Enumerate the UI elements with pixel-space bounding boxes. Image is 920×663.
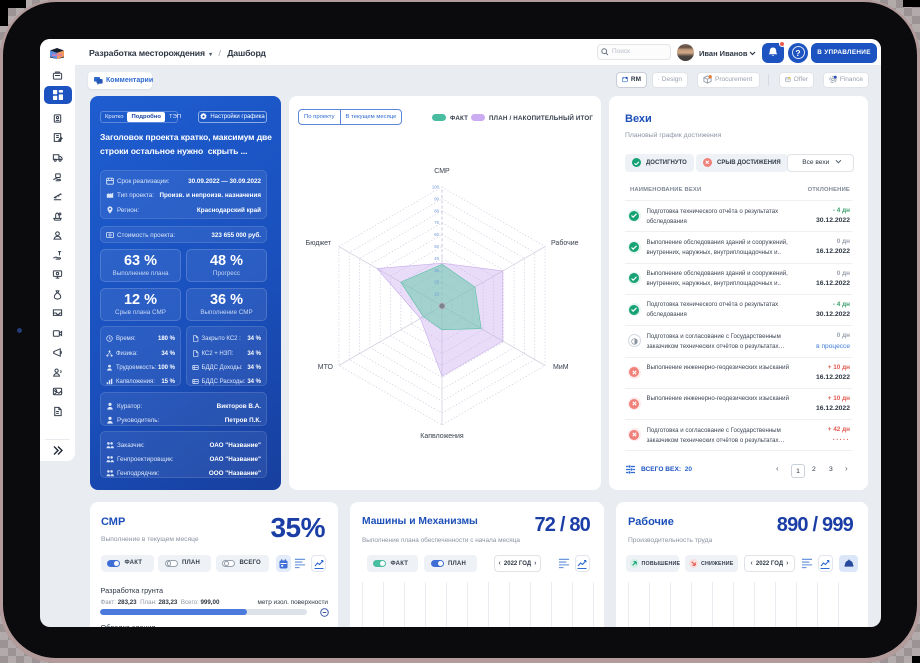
svg-text:Рабочие: Рабочие (551, 239, 579, 247)
svg-text:Бюджет: Бюджет (306, 240, 332, 247)
svg-text:40: 40 (434, 256, 439, 261)
svg-text:30: 30 (434, 268, 439, 273)
svg-text:90: 90 (434, 196, 439, 201)
svg-text:20: 20 (434, 280, 439, 285)
svg-text:МТО: МТО (318, 364, 334, 371)
svg-text:Капвложения: Капвложения (420, 433, 464, 440)
svg-text:100: 100 (432, 185, 440, 190)
svg-text:МиМ: МиМ (553, 364, 569, 371)
svg-text:50: 50 (434, 244, 439, 249)
svg-text:10: 10 (434, 292, 439, 297)
svg-text:СМР: СМР (434, 168, 450, 175)
svg-text:70: 70 (434, 220, 439, 225)
svg-text:60: 60 (434, 232, 439, 237)
svg-text:80: 80 (434, 208, 439, 213)
